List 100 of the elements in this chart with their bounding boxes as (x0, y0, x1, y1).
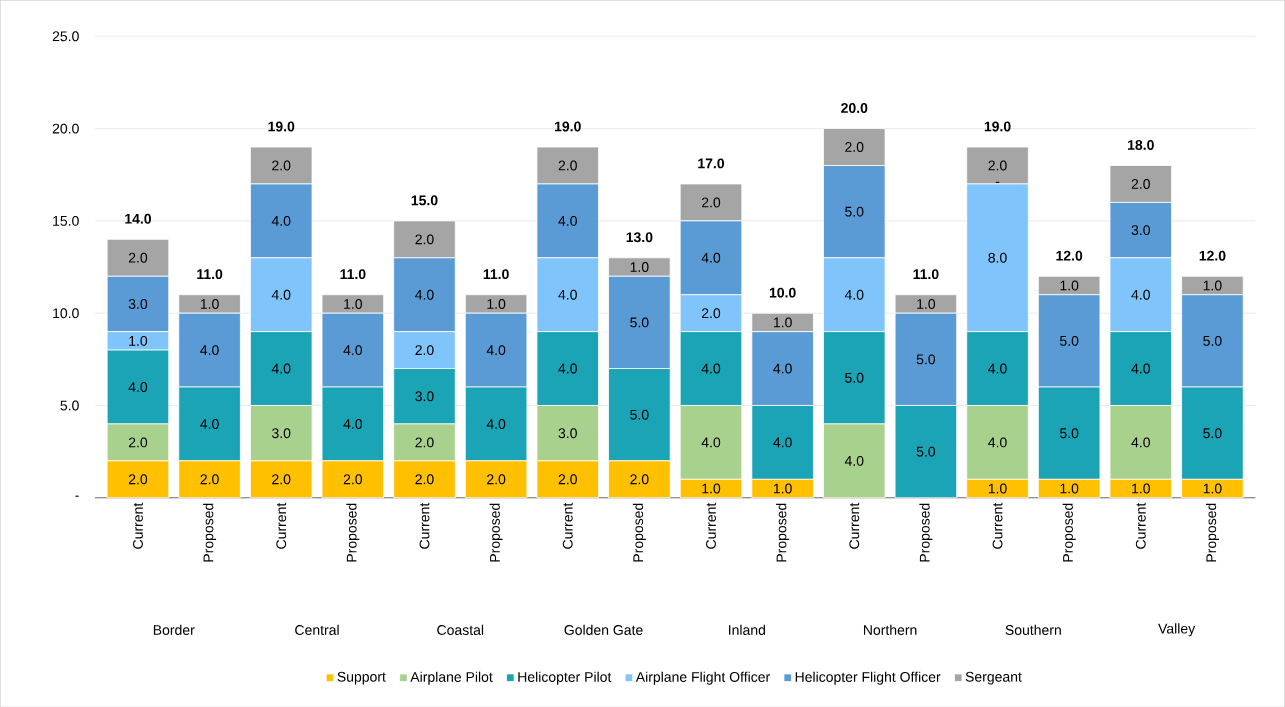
data-label: 4.0 (1131, 289, 1150, 300)
data-label: 2.0 (1131, 178, 1150, 189)
text: Coastal (437, 624, 484, 635)
legend-label: Support (337, 671, 386, 685)
total-label: 13.0 (626, 232, 653, 242)
data-label: 4.0 (558, 289, 577, 300)
total-label: 19.0 (268, 121, 295, 132)
data-label: 4.0 (128, 381, 148, 392)
data-label: 4.0 (773, 363, 792, 374)
data-label: 4.0 (1131, 363, 1150, 374)
y-tick-label: 15.0 (53, 215, 79, 226)
x-tick-label: Current (992, 502, 1003, 549)
data-label: 2.0 (415, 437, 434, 448)
data-label: 2.0 (630, 474, 649, 485)
x-tick-label: Proposed (776, 503, 790, 562)
total-label: 11.0 (197, 268, 223, 279)
data-label: 4.0 (271, 289, 291, 300)
data-label: 4.0 (558, 363, 577, 374)
data-label: 5.0 (916, 354, 936, 365)
total-label: 19.0 (554, 121, 581, 132)
text: Border (153, 624, 195, 635)
total-label: 11.0 (483, 268, 509, 279)
x-tick-label: Proposed (489, 503, 503, 562)
data-label: 4.0 (200, 344, 219, 355)
text: Inland (729, 624, 765, 635)
total-label: 12.0 (1199, 250, 1226, 261)
data-label: 2.0 (128, 437, 148, 448)
data-label: 5.0 (630, 409, 649, 420)
data-label: - (995, 181, 1000, 183)
data-label: 1.0 (129, 335, 148, 346)
data-label: 2.0 (701, 308, 721, 318)
data-label: 8.0 (988, 252, 1007, 263)
y-tick-label: 5.0 (60, 400, 79, 411)
data-label: 1.0 (1132, 483, 1150, 494)
data-label: 1.0 (344, 298, 363, 309)
y-tick-label: 10.0 (53, 308, 79, 318)
x-tick-label: Current (706, 502, 716, 549)
x-tick-label: Proposed (346, 503, 360, 562)
data-label: 1.0 (773, 483, 792, 494)
x-tick-label: Proposed (1205, 503, 1219, 562)
data-label: 5.0 (630, 317, 649, 328)
data-label: 1.0 (988, 483, 1007, 494)
data-label: 2.0 (487, 474, 506, 485)
data-label: 1.0 (630, 261, 649, 272)
data-label: 2.0 (200, 474, 219, 485)
total-label: 19.0 (984, 121, 1011, 132)
data-label: 4.0 (200, 418, 219, 429)
data-label: 2.0 (128, 474, 148, 485)
x-tick-label: Current (133, 502, 143, 549)
data-label: 5.0 (916, 446, 936, 457)
data-label: 4.0 (558, 215, 577, 226)
text: Southern (1005, 624, 1061, 635)
legend-label: Sergeant (965, 671, 1022, 685)
data-label: 4.0 (486, 418, 506, 429)
total-label: 11.0 (340, 268, 366, 279)
data-label: 1.0 (487, 298, 506, 309)
x-tick-label: Current (419, 502, 430, 549)
data-label: 1.0 (773, 317, 792, 328)
data-label: 5.0 (1203, 428, 1222, 438)
total-label: 20.0 (841, 102, 868, 113)
data-label: 1.0 (200, 298, 219, 309)
data-label: 4.0 (844, 455, 864, 466)
data-label: 4.0 (271, 363, 291, 374)
data-label: 4.0 (415, 289, 434, 300)
x-tick-label: Current (562, 502, 573, 549)
data-label: 4.0 (701, 437, 721, 448)
data-label: 4.0 (773, 437, 792, 448)
data-label: 3.0 (415, 391, 434, 401)
data-label: 1.0 (1203, 280, 1222, 291)
data-label: 4.0 (486, 344, 506, 355)
data-label: 4.0 (701, 252, 721, 263)
data-label: 3.0 (1131, 224, 1150, 235)
x-tick-label: Proposed (203, 503, 217, 562)
total-label: 12.0 (1056, 250, 1083, 261)
data-label: 1.0 (702, 483, 721, 494)
y-tick-label: 25.0 (52, 31, 79, 42)
data-label: 2.0 (701, 197, 721, 208)
data-label: 2.0 (272, 160, 291, 171)
x-tick-label: Current (1135, 502, 1146, 549)
total-label: 14.0 (125, 213, 152, 224)
x-tick-label: Proposed (632, 503, 646, 562)
x-tick-label: Current (849, 502, 860, 549)
data-label: 5.0 (1203, 335, 1222, 346)
text: Northern (863, 624, 917, 635)
x-tick-label: Proposed (919, 503, 933, 562)
data-label: 2.0 (415, 234, 434, 245)
data-label: 2.0 (415, 474, 434, 485)
data-label: 5.0 (1059, 428, 1079, 438)
x-tick-label: Current (276, 502, 287, 549)
legend-label: Helicopter Flight Officer (795, 671, 941, 685)
data-label: 2.0 (558, 160, 577, 171)
y-tick-label: 20.0 (52, 123, 79, 134)
data-label: 2.0 (558, 474, 577, 485)
total-label: 10.0 (769, 287, 796, 298)
total-label: 11.0 (913, 268, 939, 279)
data-label: 4.0 (988, 363, 1007, 374)
x-tick-label: Proposed (1062, 503, 1076, 562)
data-label: 5.0 (845, 206, 864, 217)
data-label: 3.0 (558, 428, 577, 438)
data-label: 2.0 (128, 252, 148, 263)
